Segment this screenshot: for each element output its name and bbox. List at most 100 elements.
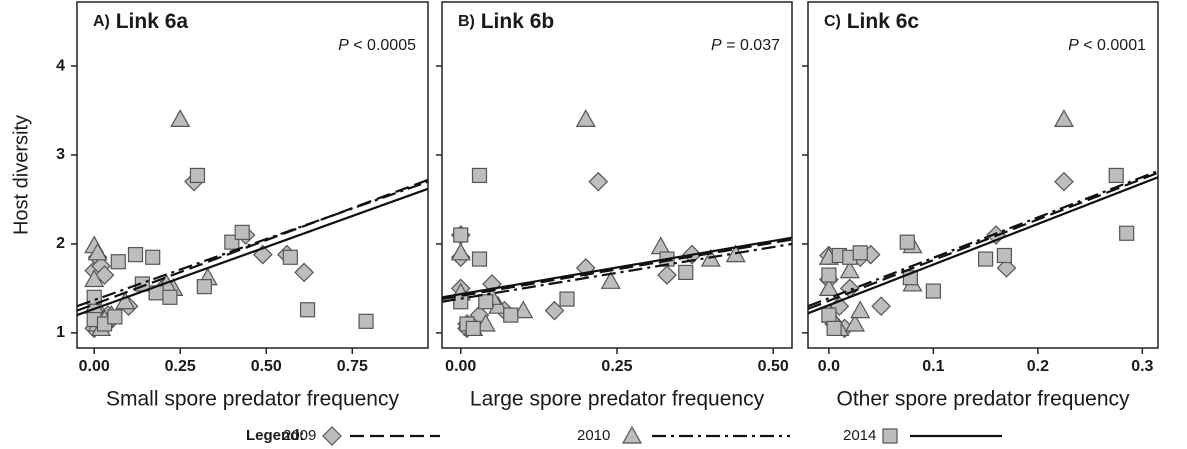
legend-marker — [882, 428, 898, 444]
point-square — [189, 167, 206, 184]
point-diamond — [544, 300, 565, 321]
point-square — [465, 320, 481, 337]
point-square — [110, 254, 126, 270]
point-triangle — [115, 291, 136, 310]
x-axis-label: Other spore predator frequency — [837, 388, 1130, 411]
point-triangle — [839, 260, 860, 279]
panel-title: A) Link 6a — [93, 10, 188, 33]
point-square — [1108, 167, 1124, 184]
panel-letter: C) — [824, 13, 841, 30]
y-tick-label: 3 — [56, 146, 65, 163]
legend-title: Legend: — [246, 427, 304, 444]
point-square — [453, 294, 469, 310]
x-tick-label: 0.00 — [445, 358, 476, 375]
point-square — [821, 307, 837, 323]
point-triangle — [844, 313, 866, 332]
fit-line — [807, 171, 1159, 310]
point-triangle — [650, 236, 671, 255]
point-square — [821, 267, 837, 283]
fit-line — [441, 242, 793, 303]
point-square — [127, 247, 144, 263]
point-triangle — [818, 278, 839, 297]
point-square — [282, 249, 298, 265]
point-square — [299, 302, 316, 318]
point-square — [145, 249, 161, 265]
p-text: < 0.0001 — [1083, 37, 1146, 54]
point-diamond — [252, 244, 273, 265]
p-symbol: P — [711, 37, 722, 54]
p-symbol: P — [1068, 37, 1079, 54]
point-square — [453, 227, 469, 243]
point-triangle — [1053, 109, 1074, 128]
legend-label: 2010 — [577, 427, 610, 444]
point-triangle — [513, 300, 534, 319]
p-value: P < 0.0005 — [338, 37, 416, 54]
panel-letter: B) — [458, 13, 475, 30]
panel-title: B) Link 6b — [458, 10, 554, 33]
point-diamond — [1054, 171, 1074, 192]
point-triangle — [450, 242, 471, 261]
fit-line — [441, 236, 793, 299]
legend-label: 2009 — [283, 427, 316, 444]
point-square — [471, 167, 488, 184]
legend-label: 2014 — [843, 427, 876, 444]
point-triangle — [475, 313, 496, 332]
x-tick-label: 0.50 — [251, 358, 282, 375]
panel-letter: A) — [93, 13, 110, 30]
point-square — [478, 294, 494, 310]
point-triangle — [850, 300, 871, 319]
fit-line — [807, 176, 1159, 315]
x-tick-label: 0.50 — [758, 358, 789, 375]
fit-line — [76, 180, 429, 308]
x-tick-label: 0.25 — [165, 358, 196, 375]
point-square — [559, 291, 575, 307]
point-diamond — [657, 265, 677, 285]
point-square — [852, 245, 868, 261]
point-triangle — [575, 109, 596, 128]
point-square — [826, 320, 842, 337]
point-square — [925, 283, 941, 299]
p-value: P = 0.037 — [711, 37, 780, 54]
point-triangle — [87, 242, 108, 261]
point-square — [234, 224, 250, 240]
x-tick-label: 0.2 — [1027, 358, 1049, 375]
x-tick-label: 0.3 — [1131, 358, 1153, 375]
panel-name: Link 6c — [847, 10, 920, 33]
p-symbol: P — [338, 37, 349, 54]
y-tick-label: 1 — [56, 324, 65, 341]
point-square — [471, 251, 488, 267]
x-tick-label: 0.00 — [79, 358, 110, 375]
plot-frame — [807, 1, 1159, 349]
x-axis-label: Small spore predator frequency — [106, 388, 399, 411]
y-axis-label: Host diversity — [10, 115, 32, 235]
point-square — [1119, 225, 1135, 241]
p-value: P < 0.0001 — [1068, 37, 1146, 54]
point-diamond — [94, 265, 115, 285]
point-diamond — [588, 171, 609, 192]
point-square — [678, 264, 694, 280]
panel-name: Link 6a — [116, 10, 189, 33]
panel-title: C) Link 6c — [824, 10, 919, 33]
point-triangle — [170, 109, 191, 128]
fit-line — [807, 169, 1159, 308]
y-tick-label: 2 — [56, 235, 65, 252]
point-diamond — [996, 258, 1017, 278]
point-square — [162, 289, 178, 305]
point-triangle — [488, 295, 509, 314]
point-square — [86, 289, 102, 305]
plot-frame — [76, 1, 429, 349]
legend-marker — [322, 426, 342, 446]
x-tick-label: 0.0 — [818, 358, 840, 375]
point-square — [503, 307, 519, 323]
point-triangle — [84, 269, 105, 288]
fit-line — [441, 238, 793, 301]
point-diamond — [294, 262, 314, 283]
x-tick-label: 0.75 — [337, 358, 368, 375]
point-square — [358, 313, 374, 329]
x-axis-label: Large spore predator frequency — [470, 388, 765, 411]
y-tick-label: 4 — [56, 57, 65, 74]
point-square — [107, 309, 123, 325]
panel-name: Link 6b — [481, 10, 555, 33]
point-square — [996, 247, 1013, 264]
